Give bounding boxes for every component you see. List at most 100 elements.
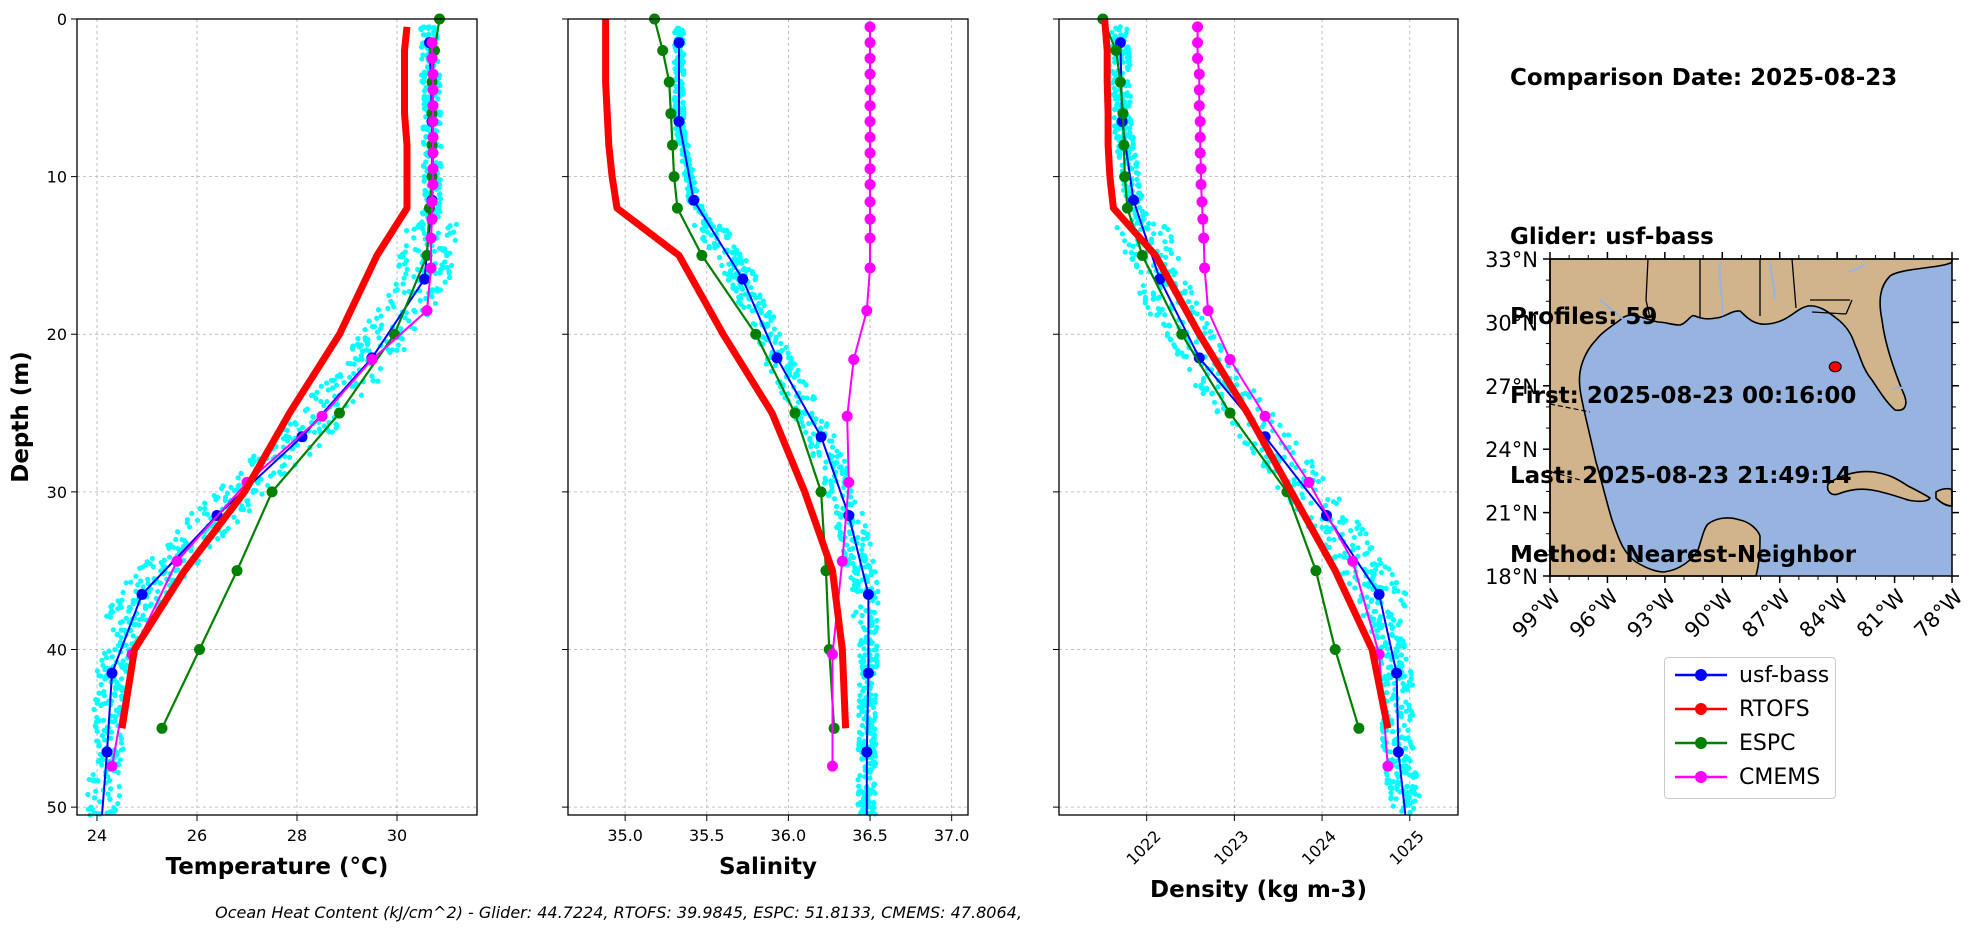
glider-cast-point <box>1111 115 1117 121</box>
glider-cast-point <box>1126 242 1132 248</box>
glider-cast-point <box>325 387 331 393</box>
map-lat-label: 24°N <box>1485 438 1538 462</box>
glider-cast-point <box>104 613 110 619</box>
glider-cast-point <box>334 401 340 407</box>
glider-cast-point <box>452 237 458 243</box>
first-time: First: 2025-08-23 00:16:00 <box>1510 383 1857 409</box>
glider-cast-point <box>856 729 863 735</box>
glider-cast-point <box>1375 600 1381 606</box>
glider-cast-point <box>859 510 865 516</box>
glider-cast-point <box>871 735 878 742</box>
glider-cast-point <box>689 167 696 173</box>
glider-cast-point <box>95 738 101 745</box>
glider-cast-point <box>94 714 100 721</box>
series-point-CMEMS <box>427 163 439 175</box>
glider-cast-point <box>1403 763 1409 769</box>
glider-cast-point <box>411 226 417 232</box>
glider-cast-point <box>1142 300 1148 306</box>
series-point-usf-bass <box>1128 194 1140 206</box>
glider-cast-point <box>1404 687 1411 693</box>
glider-cast-point <box>798 419 805 425</box>
glider-cast-point <box>359 356 365 362</box>
glider-cast-point <box>148 601 154 607</box>
y-tick-label: 20 <box>47 325 67 344</box>
series-point-ESPC <box>657 45 669 57</box>
glider-cast-point <box>1378 560 1384 567</box>
glider-cast-point <box>123 615 129 621</box>
glider-cast-point <box>1134 177 1140 183</box>
glider-cast-point <box>1293 440 1299 446</box>
y-axis-label: Depth (m) <box>8 351 34 483</box>
glider-cast-point <box>860 536 866 542</box>
legend-item-rtofs: RTOFS <box>1673 692 1810 726</box>
glider-cast-point <box>401 261 408 267</box>
glider-cast-point <box>777 331 783 337</box>
series-line-CMEMS <box>831 26 871 767</box>
x-axis-label: Salinity <box>719 854 817 880</box>
series-point-usf-bass <box>673 115 685 127</box>
glider-cast-point <box>1380 634 1386 640</box>
series-line-RTOFS <box>602 19 850 729</box>
glider-cast-point <box>1355 545 1361 551</box>
glider-cast-point <box>334 423 340 429</box>
series-point-ESPC <box>1121 202 1133 214</box>
glider-cast-point <box>121 627 127 633</box>
glider-cast-point <box>810 431 817 437</box>
series-point-usf-bass <box>1391 667 1403 679</box>
glider-cast-point <box>1398 642 1404 649</box>
glider-cast-point <box>1394 654 1400 660</box>
legend-swatch-cmems <box>1675 771 1727 783</box>
series-point-ESPC <box>1310 565 1322 577</box>
series-point-CMEMS <box>427 115 439 127</box>
glider-cast-point <box>834 448 840 454</box>
glider-cast-point <box>869 740 875 747</box>
glider-cast-point <box>276 469 283 475</box>
series-point-usf-bass <box>737 273 749 285</box>
x-tick-label: 1022 <box>1122 827 1164 869</box>
glider-cast-point <box>1372 567 1379 573</box>
glider-cast-point <box>1168 337 1174 343</box>
glider-cast-point <box>864 535 870 541</box>
glider-cast-point <box>318 398 324 405</box>
glider-cast-point <box>856 712 862 718</box>
glider-cast-point <box>1364 550 1370 556</box>
map-rivers <box>1599 261 1907 391</box>
glider-cast-point <box>1174 351 1181 357</box>
glider-cast-point <box>738 292 744 298</box>
glider-cast-point <box>91 795 98 801</box>
glider-cast-point <box>1376 619 1382 625</box>
glider-cast-point <box>1409 745 1416 751</box>
glider-cast-point <box>1201 375 1207 382</box>
glider-cast-point <box>1402 745 1409 751</box>
glider-cast-point <box>1114 225 1120 231</box>
series-point-usf-bass <box>771 352 783 364</box>
glider-cast-point <box>426 31 432 37</box>
glider-cast-point <box>791 361 798 367</box>
glider-cast-point <box>253 488 259 494</box>
series-point-CMEMS <box>1194 115 1206 127</box>
glider-cast-point <box>1378 569 1384 576</box>
glider-cast-point <box>447 223 453 229</box>
glider-cast-point <box>115 769 121 776</box>
glider-cast-point <box>1361 581 1368 587</box>
series-point-CMEMS <box>426 52 438 64</box>
glider-cast-point <box>420 32 427 38</box>
glider-cast-point <box>1315 478 1322 485</box>
series-point-CMEMS <box>1196 196 1208 208</box>
glider-cast-point <box>1115 101 1121 107</box>
glider-cast-point <box>1410 774 1416 780</box>
glider-cast-point <box>737 297 743 303</box>
glider-cast-point <box>1185 298 1192 305</box>
axes-frame <box>76 18 478 816</box>
map-lat-label: 30°N <box>1485 311 1538 335</box>
glider-cast-point <box>823 477 829 483</box>
glider-cast-point <box>1260 463 1266 469</box>
glider-cast-point <box>115 801 121 807</box>
glider-cast-point <box>1378 624 1385 631</box>
glider-cast-point <box>858 588 864 594</box>
glider-cast-point <box>403 243 409 249</box>
glider-cast-point <box>1111 85 1118 91</box>
glider-cast-point <box>420 221 426 228</box>
x-tick-label: 37.0 <box>934 826 970 845</box>
glider-cast-point <box>862 523 868 529</box>
